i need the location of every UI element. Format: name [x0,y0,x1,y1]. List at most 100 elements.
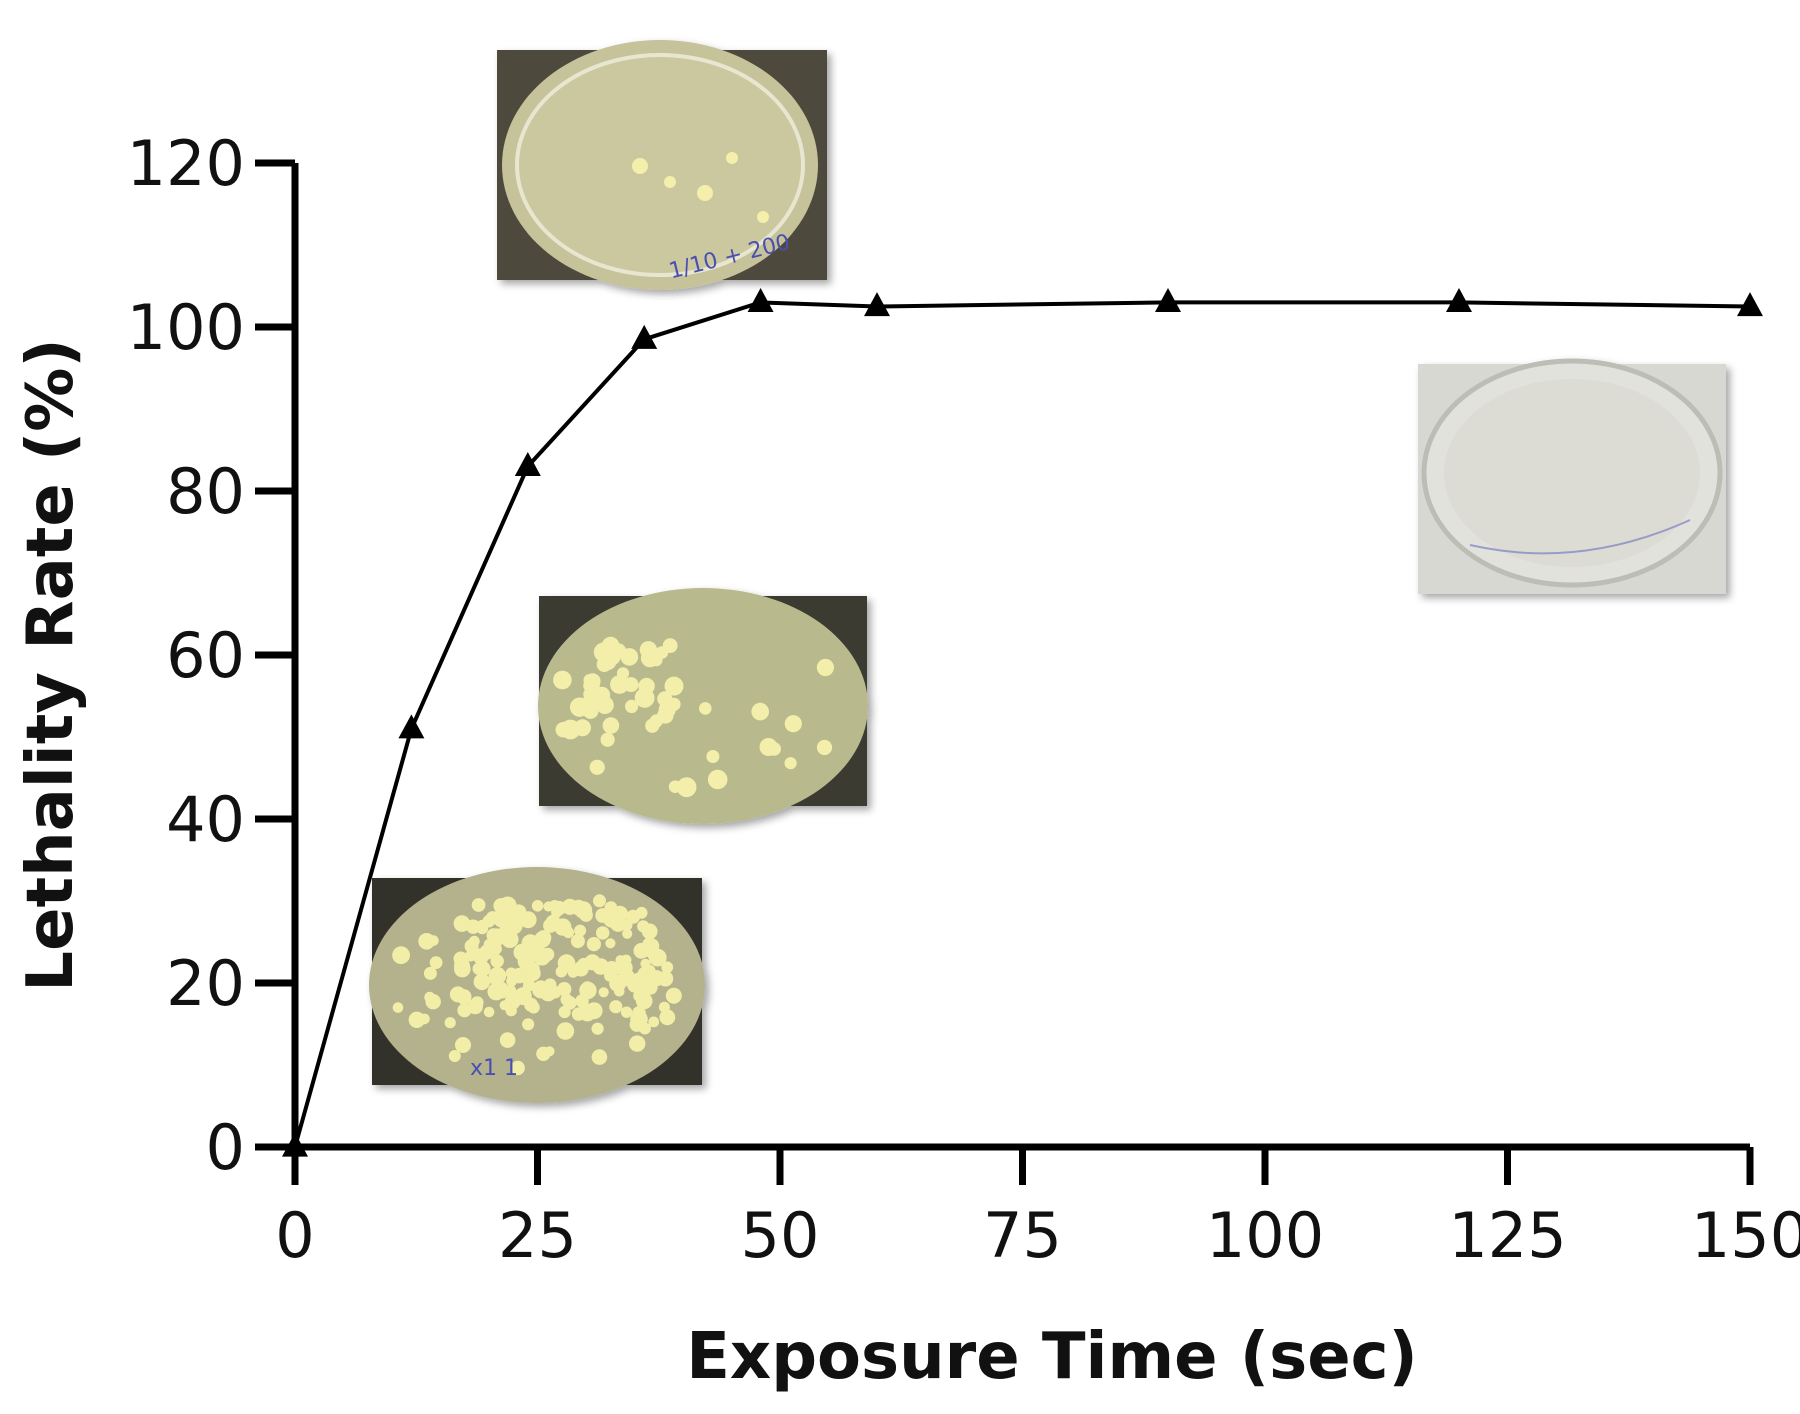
colony [575,994,589,1008]
colony [522,1018,535,1031]
colony [472,948,489,965]
colony [600,732,615,747]
colony [602,717,620,734]
colony [560,993,573,1006]
colony [593,686,611,704]
colony [611,905,629,922]
colony [499,1000,510,1011]
x-tick-label: 25 [498,1199,577,1272]
dish-photo-top: 1/10 + 200 [497,40,827,290]
colony [623,677,639,693]
colony [657,691,673,707]
colony [661,1011,674,1023]
x-tick-label: 100 [1206,1199,1324,1272]
colony [548,985,562,999]
colony [605,911,617,922]
colony [633,990,645,1002]
colony [605,938,616,949]
colony [816,658,835,677]
colony [657,970,674,987]
colony [418,933,435,950]
y-tick-label: 120 [127,127,245,200]
y-axis-title: Lethality Rate (%) [14,338,88,991]
colony [637,920,650,933]
data-point-marker [514,452,541,476]
colony [492,934,504,945]
colony [661,961,674,974]
colony [499,1032,516,1048]
y-tick-label: 40 [166,783,245,856]
colony [593,894,606,908]
x-tick-label: 75 [983,1199,1062,1272]
x-tick-label: 0 [275,1199,314,1272]
colony [634,688,655,708]
colony [622,928,633,939]
colony [444,1017,456,1029]
colony [476,922,489,935]
colony [486,911,500,925]
colony [471,898,486,912]
plot-area [282,288,1763,1157]
colony [571,1007,586,1021]
y-tick-label: 20 [166,947,245,1020]
colony [503,918,516,931]
colony [524,978,535,989]
colony [591,1022,604,1035]
colony [473,973,491,991]
colony [392,1002,404,1013]
data-point-marker [1155,288,1181,312]
colony [616,667,630,680]
colony [424,991,436,1003]
colony [541,947,555,962]
colony [620,1006,633,1018]
colony [633,942,650,959]
x-tick-label: 150 [1691,1199,1800,1272]
colony [408,1011,425,1028]
colony [554,918,572,936]
colony [632,972,645,986]
data-point-marker [1446,288,1472,312]
colony [556,1022,575,1040]
y-tick-label: 0 [206,1111,245,1184]
colony [505,967,517,979]
colony [558,1005,571,1019]
colony [581,981,593,993]
dish-handwriting-bottom: x1 1 [470,1056,518,1081]
data-point-marker [282,1132,308,1157]
colony [429,956,443,969]
colony [640,958,651,969]
colony [586,937,602,952]
colony [648,1016,660,1028]
colony [530,937,546,953]
colony [640,649,660,668]
data-point-marker [398,714,425,739]
colony [544,1046,555,1057]
colony [448,1050,461,1062]
y-tick-label: 100 [127,291,245,364]
colony [664,676,684,696]
colony [655,646,669,659]
colony [784,757,797,770]
colony [617,968,636,987]
dish-photo-middle [538,588,868,824]
colony [487,983,505,1001]
colony [621,919,633,931]
colony [657,707,674,724]
colony [543,918,558,933]
colony [582,702,599,719]
colony [608,964,619,976]
colony [506,975,518,987]
colony [665,987,682,1004]
colony [596,926,610,940]
colony [455,1037,471,1053]
colony [591,1049,608,1065]
colony [555,722,571,738]
colony [784,715,802,733]
colony [699,702,712,715]
colony [456,989,472,1005]
colony [493,898,509,914]
colony [583,674,596,687]
colony [759,738,778,756]
colony [632,1006,646,1020]
